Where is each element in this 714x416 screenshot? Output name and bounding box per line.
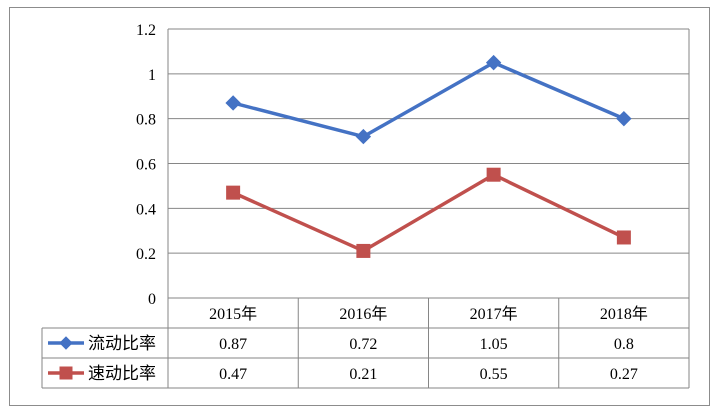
- data-point-marker: [486, 167, 501, 182]
- series-line-1: [232, 60, 625, 139]
- legend-marker-diamond: [59, 336, 73, 350]
- y-tick-label: 1: [148, 67, 156, 84]
- y-tick-label: 0: [148, 291, 156, 308]
- data-point-marker: [356, 243, 371, 258]
- legend-label: 速动比率: [88, 364, 156, 383]
- data-point-marker: [485, 54, 502, 71]
- series-line-2: [232, 172, 625, 253]
- data-point-marker: [355, 128, 372, 145]
- table-value-cell: 0.87: [219, 336, 247, 353]
- category-label: 2016年: [339, 305, 387, 323]
- table-value-cell: 1.05: [480, 336, 508, 353]
- y-tick-label: 0.8: [136, 112, 156, 129]
- category-label: 2017年: [470, 305, 518, 323]
- table-value-cell: 0.21: [349, 366, 377, 383]
- data-point-marker: [616, 230, 631, 245]
- data-point-marker: [226, 185, 241, 200]
- table-value-cell: 0.72: [349, 336, 377, 353]
- legend-label: 流动比率: [88, 334, 156, 353]
- category-label: 2018年: [600, 305, 648, 323]
- table-value-cell: 0.47: [219, 366, 247, 383]
- y-tick-label: 0.2: [136, 246, 156, 263]
- table-value-cell: 0.27: [610, 366, 638, 383]
- table-value-cell: 0.55: [480, 366, 508, 383]
- data-point-marker: [616, 110, 632, 127]
- legend-marker-square: [59, 366, 73, 380]
- table-value-cell: 0.8: [614, 336, 634, 353]
- chart-border: [9, 7, 710, 406]
- y-tick-label: 1.2: [136, 22, 156, 39]
- y-tick-label: 0.6: [136, 157, 156, 174]
- y-tick-label: 0.4: [136, 201, 156, 218]
- category-label: 2015年: [209, 305, 257, 323]
- data-point-marker: [225, 95, 241, 111]
